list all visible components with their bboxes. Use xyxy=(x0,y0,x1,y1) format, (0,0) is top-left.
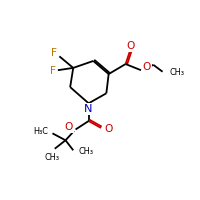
Text: O: O xyxy=(65,122,73,132)
Text: O: O xyxy=(105,124,113,134)
Text: CH₃: CH₃ xyxy=(169,68,184,77)
Text: CH₃: CH₃ xyxy=(44,153,59,162)
Text: F: F xyxy=(51,48,57,58)
Text: H₃C: H₃C xyxy=(34,127,49,136)
Text: F: F xyxy=(50,66,56,76)
Text: O: O xyxy=(143,62,151,72)
Text: N: N xyxy=(84,104,92,114)
Text: CH₃: CH₃ xyxy=(79,147,94,156)
Text: O: O xyxy=(127,41,135,51)
